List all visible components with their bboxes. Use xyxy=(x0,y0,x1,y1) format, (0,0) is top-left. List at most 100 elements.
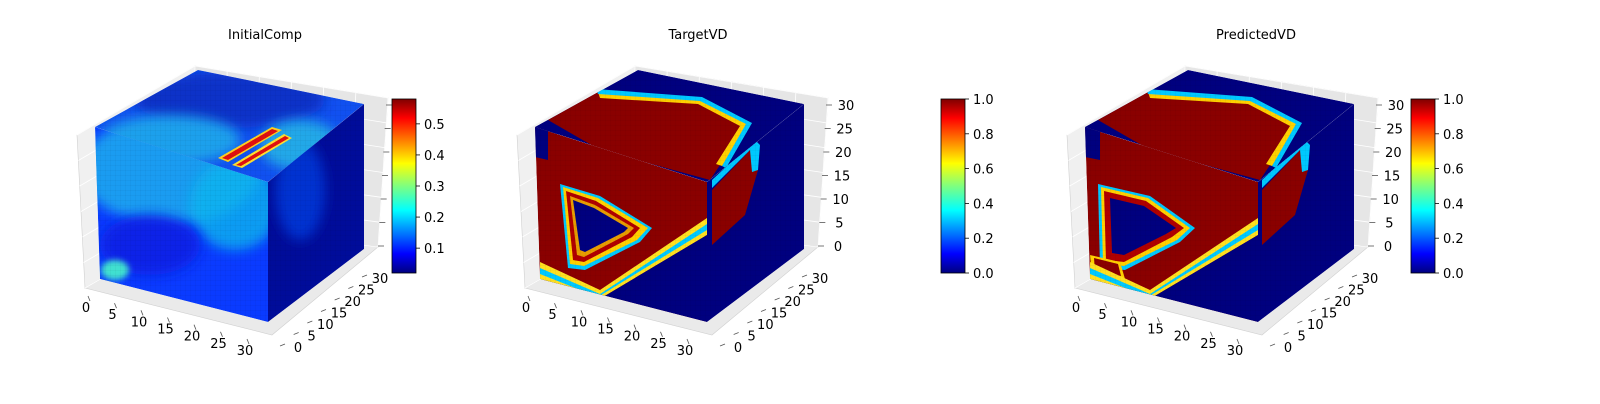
y-tick xyxy=(719,343,726,347)
grid-line xyxy=(516,65,636,136)
y-tick xyxy=(307,320,313,324)
z-tick-label: 15 xyxy=(834,170,851,185)
y-tick-label: 30 xyxy=(372,272,389,287)
x-tick-label: 0 xyxy=(522,301,530,316)
y-tick xyxy=(1310,309,1317,312)
x-tick xyxy=(87,295,91,302)
colorbar-tick-label: 0.2 xyxy=(424,211,445,226)
x-tick xyxy=(246,338,250,345)
x-tick xyxy=(607,317,610,323)
x-tick xyxy=(167,317,170,323)
y-tick xyxy=(1324,297,1330,301)
y-tick-label: 5 xyxy=(748,330,756,345)
title-predictedvd: PredictedVD xyxy=(1216,28,1296,43)
z-tick-label: 30 xyxy=(1388,99,1405,114)
y-tick xyxy=(361,274,368,278)
x-tick-label: 10 xyxy=(131,315,148,330)
z-tick-label: 10 xyxy=(832,193,849,208)
x-tick-label: 5 xyxy=(1098,308,1106,323)
y-tick xyxy=(293,332,299,335)
z-tick-label: 15 xyxy=(1384,170,1401,185)
y-tick-label: 5 xyxy=(1298,330,1306,345)
colorbar-predictedvd: 0.0 0.2 0.4 0.6 0.8 1.0 xyxy=(1410,93,1464,282)
x-tick xyxy=(686,338,690,345)
x-tick-label: 15 xyxy=(597,323,614,338)
x-tick-label: 30 xyxy=(1227,344,1244,359)
grid-line xyxy=(76,65,196,136)
cube-initialcomp xyxy=(95,70,364,322)
x-tick xyxy=(114,303,117,309)
z-tick-label: 20 xyxy=(835,146,852,161)
y-tick-label: 0 xyxy=(1284,341,1292,356)
z-tick-label: 20 xyxy=(1385,146,1402,161)
z-tick-label: 0 xyxy=(1384,240,1392,255)
colorbar-gradient xyxy=(1410,98,1436,274)
y-tick xyxy=(1283,332,1289,335)
colorbar-tick-label: 0.1 xyxy=(424,242,445,257)
x-tick xyxy=(1183,324,1187,330)
title-targetvd: TargetVD xyxy=(667,28,727,43)
y-tick xyxy=(1297,320,1303,324)
colorbar-tick-label: 1.0 xyxy=(1443,93,1464,108)
y-tick xyxy=(774,297,780,301)
y-tick xyxy=(788,286,794,289)
z-tick-label: 5 xyxy=(1385,217,1393,232)
cube-predictedvd xyxy=(1085,70,1354,322)
x-tick xyxy=(1077,295,1081,302)
colorbar-tick-label: 0.2 xyxy=(1443,232,1464,247)
y-tick xyxy=(733,332,739,335)
z-tick-label: 10 xyxy=(1382,193,1399,208)
y-tick-label: 25 xyxy=(798,284,815,299)
x-tick-label: 20 xyxy=(1174,330,1191,345)
colorbar-targetvd: 0.0 0.2 0.4 0.6 0.8 1.0 xyxy=(940,93,994,282)
y-tick xyxy=(760,309,767,312)
x-tick-label: 30 xyxy=(677,344,694,359)
x-tick-label: 20 xyxy=(184,330,201,345)
y-tick xyxy=(320,309,327,312)
colorbar-tick-label: 0.6 xyxy=(973,163,994,178)
colorbar-tick-label: 0.4 xyxy=(424,149,445,164)
x-tick xyxy=(580,310,584,316)
y-tick-label: 10 xyxy=(1307,318,1324,333)
x-tick xyxy=(193,324,197,330)
x-tick-label: 20 xyxy=(624,330,641,345)
colorbar-tick-label: 0.8 xyxy=(973,128,994,143)
y-tick-label: 25 xyxy=(1348,284,1365,299)
y-tick-label: 20 xyxy=(344,295,361,310)
x-tick-label: 25 xyxy=(210,337,227,352)
grid-line xyxy=(1066,65,1186,136)
z-tick-label: 25 xyxy=(1386,123,1403,138)
x-tick-label: 0 xyxy=(1072,301,1080,316)
z-tick-label: 5 xyxy=(835,217,843,232)
x-tick-label: 10 xyxy=(571,315,588,330)
x-tick xyxy=(140,310,144,316)
x-tick-label: 5 xyxy=(108,308,116,323)
z-tick-label: 25 xyxy=(836,123,853,138)
y-tick-label: 30 xyxy=(812,272,829,287)
x-tick-label: 30 xyxy=(237,344,254,359)
colorbar-tick-label: 0.0 xyxy=(1443,267,1464,282)
x-tick xyxy=(660,331,663,337)
colorbar-tick-label: 0.8 xyxy=(1443,128,1464,143)
x-tick xyxy=(1130,310,1134,316)
y-tick-label: 15 xyxy=(331,307,348,322)
y-tick xyxy=(801,274,808,278)
x-tick-label: 10 xyxy=(1121,315,1138,330)
x-tick xyxy=(554,303,557,309)
grid-line xyxy=(1184,65,1379,99)
x-tick-label: 5 xyxy=(548,308,556,323)
y-tick xyxy=(747,320,753,324)
y-tick xyxy=(1351,274,1358,278)
colorbar-tick-label: 0.2 xyxy=(973,232,994,247)
colorbar-tick-label: 0.4 xyxy=(1443,197,1464,212)
x-tick xyxy=(1104,303,1107,309)
colorbar-gradient xyxy=(391,98,417,274)
y-tick-label: 20 xyxy=(784,295,801,310)
colorbar-tick-label: 0.0 xyxy=(973,267,994,282)
y-tick xyxy=(1338,286,1344,289)
grid-line xyxy=(634,65,829,99)
y-tick-label: 15 xyxy=(771,307,788,322)
colorbar-tick-label: 1.0 xyxy=(973,93,994,108)
